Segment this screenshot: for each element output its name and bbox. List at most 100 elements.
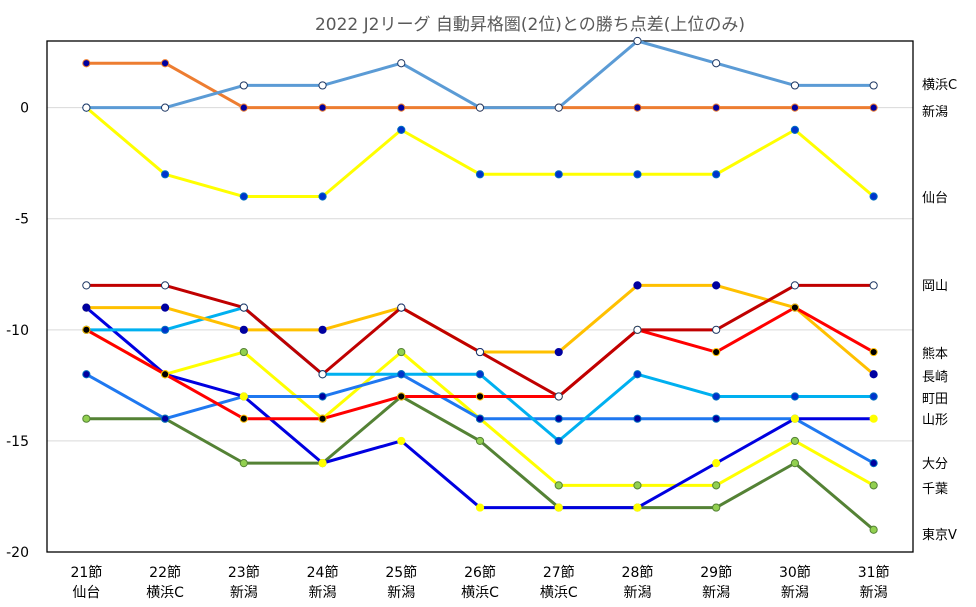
data-point-岡山 xyxy=(869,281,878,290)
data-point-仙台 xyxy=(633,170,642,179)
x-tick-round: 30節 xyxy=(779,564,811,581)
x-tick-opponent: 新潟 xyxy=(623,585,651,601)
data-point-千葉 xyxy=(712,481,721,490)
data-point-東京V xyxy=(82,414,91,423)
data-point-大分 xyxy=(82,370,91,379)
data-point-仙台 xyxy=(160,170,170,179)
data-point-山形 xyxy=(397,436,406,446)
data-point-岡山 xyxy=(239,303,248,312)
data-point-東京V xyxy=(239,459,248,468)
data-point-町田 xyxy=(554,436,563,446)
y-tick-label: -10 xyxy=(6,323,29,339)
data-point-長崎 xyxy=(160,303,170,312)
plot-area-border xyxy=(46,40,914,553)
data-point-長崎 xyxy=(82,303,91,312)
y-tick-label: 0 xyxy=(20,101,29,117)
x-tick-round: 27節 xyxy=(543,564,575,581)
x-tick-round: 22節 xyxy=(149,564,181,581)
data-point-岡山 xyxy=(633,325,642,334)
x-tick-opponent: 新潟 xyxy=(860,585,888,601)
series-label-新潟: 新潟 xyxy=(922,104,948,120)
data-point-岡山 xyxy=(790,281,800,290)
series-line-仙台 xyxy=(85,106,875,199)
data-point-長崎 xyxy=(554,347,563,357)
series-line-新潟 xyxy=(86,61,874,110)
x-tick-round: 21節 xyxy=(70,564,102,581)
series-label-東京V: 東京V xyxy=(922,527,957,543)
x-tick-opponent: 新潟 xyxy=(309,585,337,601)
data-point-千葉 xyxy=(397,347,406,357)
x-tick-opponent: 新潟 xyxy=(781,585,809,601)
data-point-山形 xyxy=(554,503,563,512)
series-label-横浜C: 横浜C xyxy=(922,78,957,93)
data-point-熊本 xyxy=(82,325,91,334)
data-point-大分 xyxy=(160,414,170,423)
data-point-新潟 xyxy=(318,103,327,112)
data-point-横浜C xyxy=(239,81,248,90)
data-point-横浜C xyxy=(790,81,800,90)
data-point-大分 xyxy=(712,414,721,423)
data-point-横浜C xyxy=(633,36,642,46)
data-point-新潟 xyxy=(712,103,721,112)
data-point-仙台 xyxy=(397,125,406,134)
x-tick-round: 29節 xyxy=(700,564,732,581)
data-point-千葉 xyxy=(554,481,563,490)
data-point-長崎 xyxy=(869,370,878,379)
x-tick-round: 24節 xyxy=(307,564,339,581)
data-point-仙台 xyxy=(554,170,563,179)
data-point-熊本 xyxy=(397,392,406,401)
data-point-新潟 xyxy=(397,103,406,112)
data-point-横浜C xyxy=(160,103,170,112)
data-point-町田 xyxy=(869,392,878,401)
data-point-岡山 xyxy=(160,281,170,290)
data-point-東京V xyxy=(475,436,485,446)
data-point-大分 xyxy=(318,392,327,401)
series-label-町田: 町田 xyxy=(922,392,948,407)
data-point-東京V xyxy=(712,503,721,512)
data-point-東京V xyxy=(790,459,800,468)
x-tick-opponent: 新潟 xyxy=(387,585,415,601)
data-point-仙台 xyxy=(239,192,248,201)
data-point-町田 xyxy=(397,370,406,379)
data-point-熊本 xyxy=(712,347,721,357)
data-point-東京V xyxy=(869,525,878,534)
x-tick-opponent: 横浜C xyxy=(461,585,499,601)
x-tick-opponent: 仙台 xyxy=(72,585,100,601)
series-label-熊本: 熊本 xyxy=(922,346,948,362)
series-label-大分: 大分 xyxy=(922,457,948,472)
data-point-仙台 xyxy=(869,192,878,201)
series-label-岡山: 岡山 xyxy=(922,279,948,294)
data-point-横浜C xyxy=(475,103,485,112)
chart-title: 2022 J2リーグ 自動昇格圏(2位)との勝ち点差(上位のみ) xyxy=(314,15,746,35)
data-point-町田 xyxy=(790,392,800,401)
data-point-熊本 xyxy=(160,370,170,379)
data-point-町田 xyxy=(160,325,170,334)
data-point-大分 xyxy=(633,414,642,423)
data-point-町田 xyxy=(633,370,642,379)
data-point-仙台 xyxy=(475,170,485,179)
series-label-千葉: 千葉 xyxy=(922,482,948,497)
data-point-山形 xyxy=(790,414,800,423)
x-tick-round: 31節 xyxy=(858,564,890,581)
series-label-仙台: 仙台 xyxy=(922,191,948,206)
x-tick-round: 23節 xyxy=(228,564,260,581)
data-point-山形 xyxy=(239,392,248,401)
data-point-山形 xyxy=(475,503,485,512)
data-point-熊本 xyxy=(790,303,800,312)
data-point-千葉 xyxy=(869,481,878,490)
series-label-長崎: 長崎 xyxy=(922,370,948,385)
data-point-岡山 xyxy=(397,303,406,312)
data-point-岡山 xyxy=(475,347,485,357)
x-tick-opponent: 横浜C xyxy=(540,585,578,601)
data-point-山形 xyxy=(712,459,721,468)
data-point-千葉 xyxy=(790,436,800,446)
data-point-岡山 xyxy=(712,325,721,334)
data-point-熊本 xyxy=(475,392,485,401)
data-point-岡山 xyxy=(318,370,327,379)
data-point-熊本 xyxy=(239,414,248,423)
data-point-横浜C xyxy=(869,81,878,90)
x-tick-round: 28節 xyxy=(622,564,654,581)
data-point-長崎 xyxy=(239,325,248,334)
data-point-新潟 xyxy=(633,103,642,112)
data-point-岡山 xyxy=(554,392,563,401)
